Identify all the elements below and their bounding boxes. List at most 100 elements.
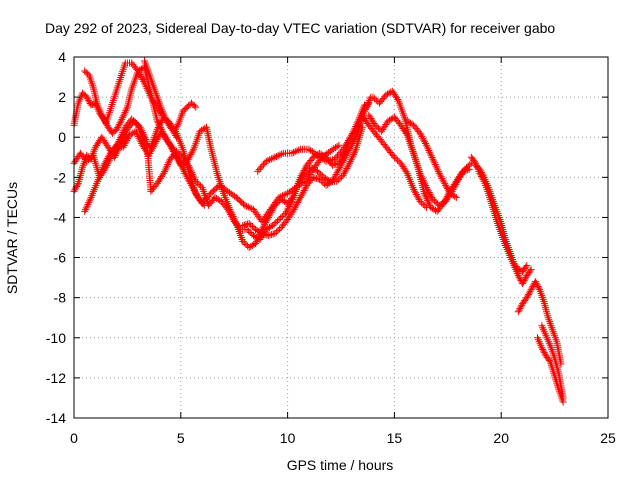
data-point: [452, 193, 460, 201]
data-point: [524, 292, 532, 300]
data-point: [133, 120, 141, 128]
data-point: [433, 164, 441, 172]
data-point: [394, 95, 402, 103]
data-point: [369, 93, 377, 101]
data-point: [186, 178, 194, 186]
data-point: [164, 120, 172, 128]
data-point: [100, 161, 108, 169]
data-point: [389, 152, 397, 160]
data-point: [155, 132, 163, 140]
data-point: [138, 74, 146, 82]
data-point: [344, 163, 352, 171]
data-point: [189, 147, 197, 155]
data-point: [266, 210, 274, 218]
data-point: [101, 160, 109, 168]
data-point: [526, 287, 534, 295]
data-point: [271, 153, 279, 161]
data-point: [442, 194, 450, 202]
data-point: [165, 159, 173, 167]
data-point: [327, 160, 335, 168]
data-point: [421, 202, 429, 210]
data-point: [258, 229, 266, 237]
data-point: [189, 172, 197, 180]
y-tick-label: -14: [46, 410, 66, 426]
data-point: [244, 203, 252, 211]
data-point: [371, 95, 379, 103]
data-point: [270, 220, 278, 228]
data-point: [243, 202, 251, 210]
data-point: [412, 191, 420, 199]
data-point: [170, 127, 178, 135]
data-point: [139, 128, 147, 136]
data-point: [122, 107, 130, 115]
data-point: [115, 145, 123, 153]
data-point: [430, 159, 438, 167]
data-point: [335, 141, 343, 149]
data-point: [259, 161, 267, 169]
data-point: [136, 123, 144, 131]
data-point: [252, 240, 260, 248]
data-point: [300, 187, 308, 195]
data-point: [257, 164, 265, 172]
data-point: [180, 168, 188, 176]
data-point: [73, 181, 81, 189]
data-point: [139, 130, 147, 138]
data-point: [341, 142, 349, 150]
data-point: [350, 151, 358, 159]
data-point: [82, 204, 90, 212]
data-point: [85, 96, 93, 104]
data-point: [244, 242, 252, 250]
data-point: [276, 197, 284, 205]
data-point: [459, 167, 467, 175]
y-tick-label: 0: [58, 129, 66, 145]
data-point: [298, 190, 306, 198]
data-point: [517, 303, 525, 311]
data-point: [295, 197, 303, 205]
data-point: [84, 200, 92, 208]
data-point: [269, 205, 277, 213]
data-point: [305, 165, 313, 173]
data-point: [426, 190, 434, 198]
data-point: [361, 105, 369, 113]
data-point: [98, 111, 106, 119]
data-point: [291, 204, 299, 212]
data-point: [121, 130, 129, 138]
data-point: [349, 138, 357, 146]
data-point: [296, 193, 304, 201]
data-point: [422, 203, 430, 211]
data-point: [269, 221, 277, 229]
data-point: [444, 186, 452, 194]
data-point: [301, 185, 309, 193]
data-point: [134, 67, 142, 75]
data-point: [477, 167, 485, 175]
data-point: [348, 141, 356, 149]
data-point: [360, 107, 368, 115]
data-point: [81, 207, 89, 215]
data-point: [349, 152, 357, 160]
data-point: [348, 139, 356, 147]
data-point: [390, 153, 398, 161]
data-point: [263, 217, 271, 225]
data-point: [89, 100, 97, 108]
data-point: [317, 170, 325, 178]
data-point: [389, 114, 397, 122]
data-point: [429, 155, 437, 163]
data-point: [460, 167, 468, 175]
data-point: [122, 129, 130, 137]
data-point: [138, 127, 146, 135]
data-point: [353, 125, 361, 133]
data-point: [522, 263, 530, 271]
x-axis-label: GPS time / hours: [287, 457, 394, 473]
data-point: [181, 169, 189, 177]
data-point: [182, 171, 190, 179]
data-point: [430, 197, 438, 205]
data-point: [464, 162, 472, 170]
data-point: [187, 180, 195, 188]
data-point: [466, 161, 474, 169]
data-point: [431, 161, 439, 169]
data-point: [183, 173, 191, 181]
data-point: [346, 158, 354, 166]
data-point: [434, 166, 442, 174]
data-point: [425, 200, 433, 208]
data-point: [264, 231, 272, 239]
